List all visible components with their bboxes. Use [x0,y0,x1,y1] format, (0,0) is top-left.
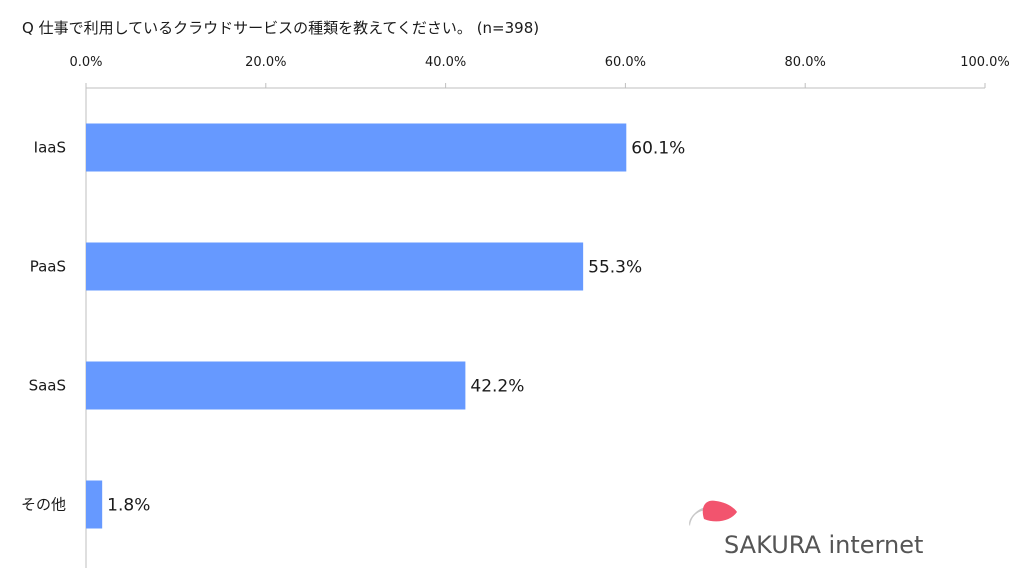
x-tick-label: 100.0% [960,55,1010,70]
x-tick-label: 80.0% [785,55,826,70]
category-label: SaaS [29,377,66,395]
x-tick-label: 60.0% [605,55,646,70]
sakura-internet-logo: SAKURA internet [689,500,923,559]
logo-text: SAKURA internet [724,531,923,559]
category-label: その他 [21,496,66,514]
bars-layer [86,123,627,529]
bar-value-label: 42.2% [470,377,524,397]
category-label: PaaS [30,258,66,276]
bar [86,361,466,410]
category-label: IaaS [34,139,66,157]
x-tick-label: 40.0% [425,55,466,70]
bar-value-label: 60.1% [631,139,685,159]
bar-value-label: 55.3% [588,258,642,278]
logo-petal-icon [702,500,737,522]
bar [86,123,627,172]
bar [86,242,584,291]
bar [86,480,103,529]
labels-layer: IaaS 60.1% PaaS 55.3% SaaS 42.2% その他 1.8% [21,139,685,516]
x-tick-label: 20.0% [245,55,286,70]
x-tick-label: 0.0% [69,55,102,70]
chart-title: Q 仕事で利用しているクラウドサービスの種類を教えてください。 (n=398) [22,19,539,37]
bar-value-label: 1.8% [107,496,150,516]
